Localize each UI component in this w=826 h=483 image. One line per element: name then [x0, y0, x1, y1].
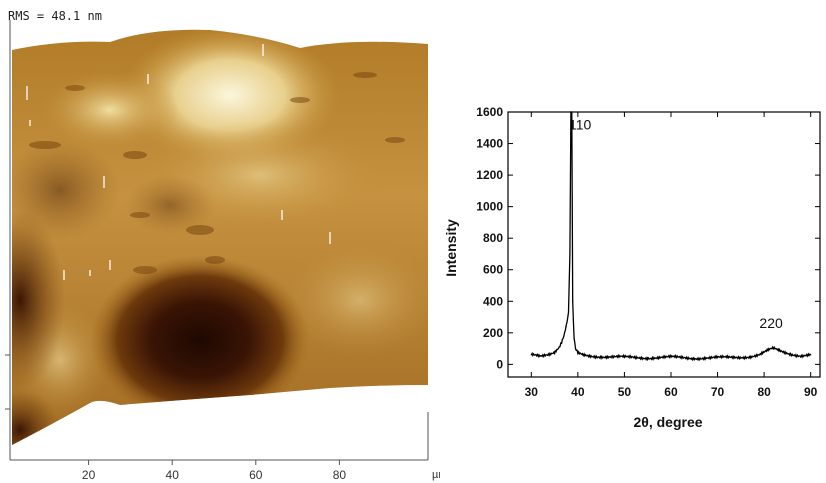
afm-x-unit: µm: [432, 469, 440, 481]
xrd-x-tick-label: 90: [804, 385, 818, 399]
xrd-peak-annotation: 220: [759, 315, 783, 331]
xrd-x-tick-label: 30: [525, 385, 539, 399]
afm-x-tick-label: 60: [249, 468, 263, 482]
afm-x-tick-label: 80: [333, 468, 347, 482]
xrd-series-line: [530, 111, 812, 362]
xrd-x-axis-label: 2θ, degree: [633, 414, 702, 430]
xrd-x-tick-label: 80: [757, 385, 771, 399]
xrd-y-tick-label: 800: [483, 231, 503, 245]
xrd-y-tick-label: 400: [483, 294, 503, 308]
rms-label: RMS = 48.1 nm: [8, 9, 102, 23]
xrd-y-axis-label: Intensity: [443, 219, 459, 277]
xrd-x-tick-label: 40: [571, 385, 585, 399]
xrd-y-tick-label: 1000: [476, 200, 503, 214]
afm-x-tick-label: 40: [166, 468, 180, 482]
xrd-plot-frame: [507, 111, 821, 378]
xrd-x-tick-label: 50: [618, 385, 632, 399]
xrd-y-tick-label: 1400: [476, 137, 503, 151]
xrd-y-tick-label: 1200: [476, 168, 503, 182]
xrd-y-tick-label: 600: [483, 263, 503, 277]
xrd-peak-annotation: 110: [569, 116, 592, 132]
xrd-y-tick-label: 0: [496, 357, 503, 371]
xrd-x-tick-label: 70: [711, 385, 725, 399]
afm-topography-image: 20 40 60 80 µm: [5, 20, 440, 482]
xrd-chart: 0 200 400 600 800 1000 1200 1400 1600 30 40 50 60 70 8…: [443, 105, 821, 430]
xrd-x-tick-label: 60: [664, 385, 678, 399]
xrd-y-tick-label: 1600: [476, 105, 503, 119]
afm-x-tick-label: 20: [82, 468, 96, 482]
xrd-y-tick-label: 200: [483, 326, 503, 340]
